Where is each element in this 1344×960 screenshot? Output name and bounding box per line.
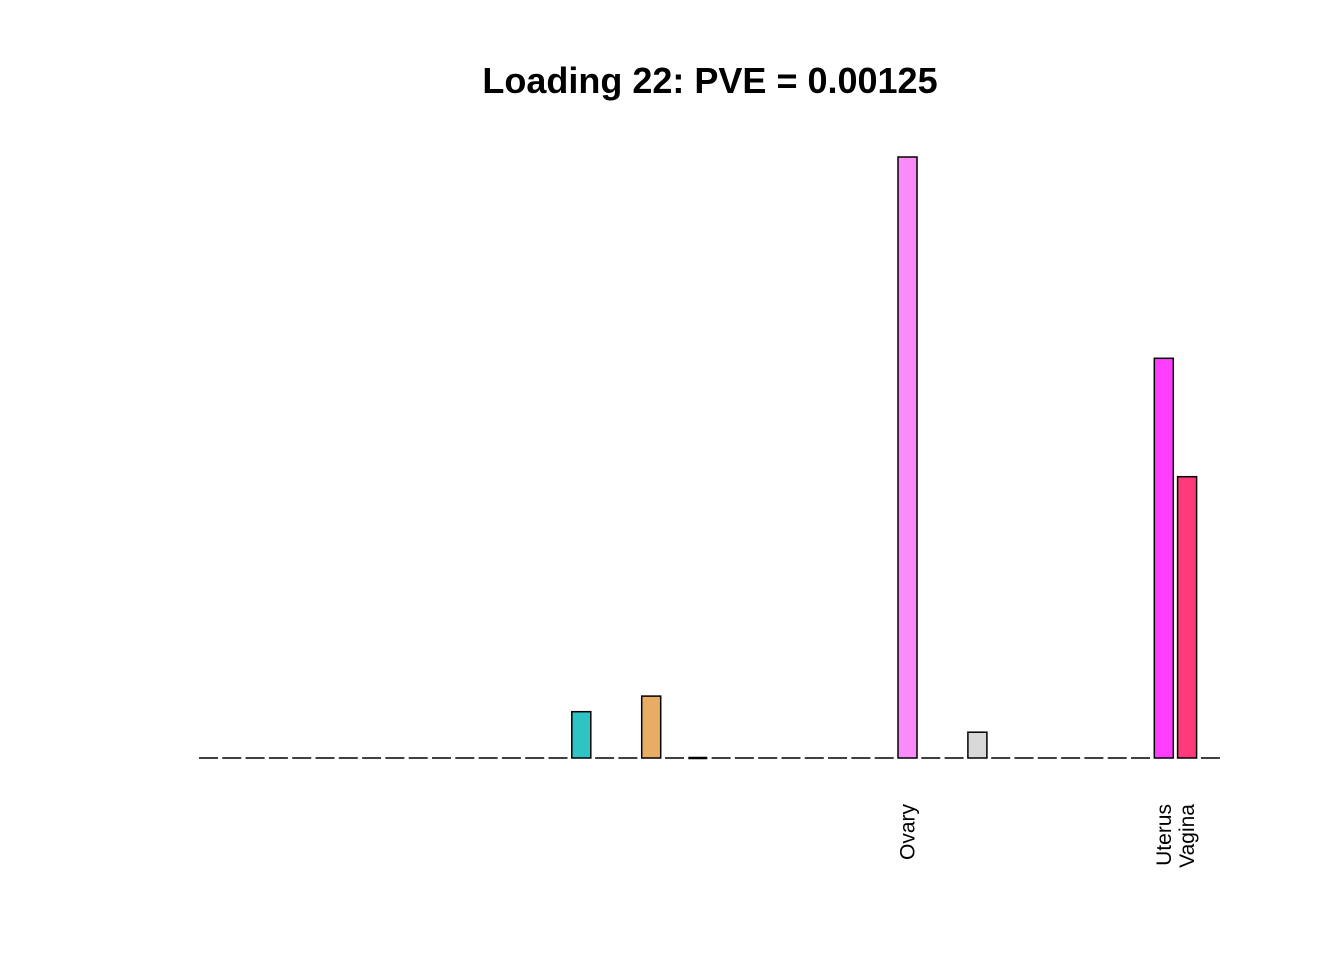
bar-uterus — [1153, 357, 1175, 759]
bars — [571, 156, 1198, 759]
tick-label-ovary: Ovary — [897, 804, 920, 861]
tick-label-vagina: Vagina — [1176, 804, 1199, 868]
bar-16 — [571, 710, 592, 759]
bar-33 — [967, 731, 988, 759]
tick-labels: Ovary Uterus Vagina — [897, 804, 1200, 868]
tick-label-uterus: Uterus — [1153, 804, 1176, 866]
bar-vagina — [1176, 475, 1198, 759]
chart-title: Loading 22: PVE = 0.00125 — [482, 60, 937, 101]
bar-ovary — [897, 156, 918, 759]
bar-19 — [640, 695, 662, 759]
